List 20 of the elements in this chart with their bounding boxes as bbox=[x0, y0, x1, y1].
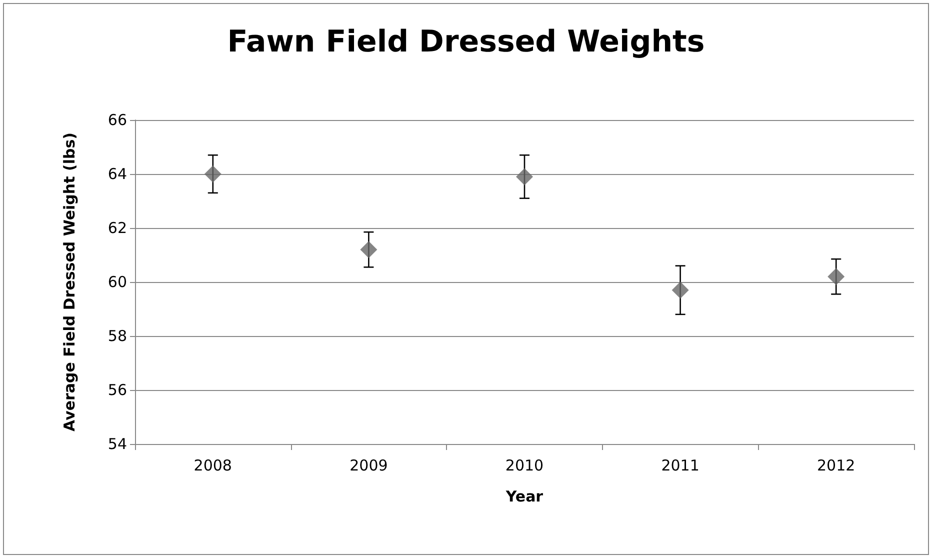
y-tick-label: 58 bbox=[108, 327, 127, 345]
x-tick-label: 2011 bbox=[661, 456, 700, 474]
point bbox=[360, 241, 378, 258]
y-tick-label: 64 bbox=[108, 165, 127, 183]
point bbox=[204, 166, 222, 182]
y-tick-label: 56 bbox=[108, 381, 127, 399]
point bbox=[828, 268, 845, 286]
x-tick-label: 2009 bbox=[350, 456, 388, 474]
y-tick-label: 60 bbox=[108, 273, 127, 291]
y-tick-label: 62 bbox=[108, 219, 127, 237]
point bbox=[516, 168, 533, 186]
y-tick-label: 54 bbox=[108, 435, 127, 453]
x-tick-label: 2010 bbox=[505, 456, 544, 474]
y-tick-label: 66 bbox=[108, 111, 127, 129]
chart-title: Fawn Field Dressed Weights bbox=[227, 24, 705, 60]
y-axis-title: Average Field Dressed Weight (lbs) bbox=[60, 132, 78, 432]
point bbox=[672, 282, 689, 299]
x-tick-label: 2012 bbox=[817, 456, 856, 474]
x-tick-label: 2008 bbox=[194, 456, 232, 474]
x-axis-title: Year bbox=[504, 488, 544, 506]
